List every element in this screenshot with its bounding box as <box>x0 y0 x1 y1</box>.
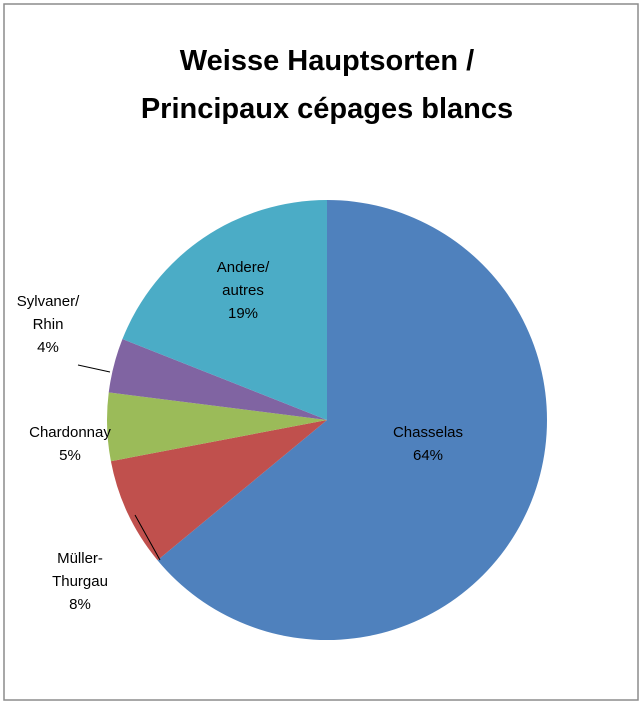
text-line: Chardonnay <box>29 424 111 441</box>
pie-slice <box>122 200 327 420</box>
leader-line <box>134 514 161 561</box>
text-line: autres <box>222 282 264 299</box>
text-line: Müller- <box>57 550 103 567</box>
pie-slice <box>110 420 327 561</box>
pie-slice <box>157 200 548 641</box>
chart-title: Weisse Hauptsorten / Principaux cépages b… <box>141 45 513 125</box>
slice-label: Sylvaner/Rhin <box>17 293 80 333</box>
value-label: 19% <box>228 305 258 322</box>
value-label: 4% <box>37 339 59 356</box>
text-line: Andere/ <box>217 259 270 276</box>
text-line: Principaux cépages blancs <box>141 93 513 125</box>
value-label: 64% <box>413 447 443 464</box>
text-line: Chasselas <box>393 424 463 441</box>
text-line: Thurgau <box>52 573 108 590</box>
slice-label: Andere/autres <box>217 259 270 299</box>
pie-slice <box>108 339 327 420</box>
text-line: Sylvaner/ <box>17 293 80 310</box>
slice-label: Müller- Thurgau <box>52 550 108 590</box>
value-label: 8% <box>69 596 91 613</box>
slice-label: Chasselas <box>393 424 463 441</box>
text-line: Weisse Hauptsorten / <box>180 45 474 77</box>
slice-label: Chardonnay <box>29 424 111 441</box>
value-label: 5% <box>59 447 81 464</box>
leader-line <box>77 364 111 373</box>
text-line: Rhin <box>33 316 64 333</box>
pie-slice <box>107 392 328 462</box>
